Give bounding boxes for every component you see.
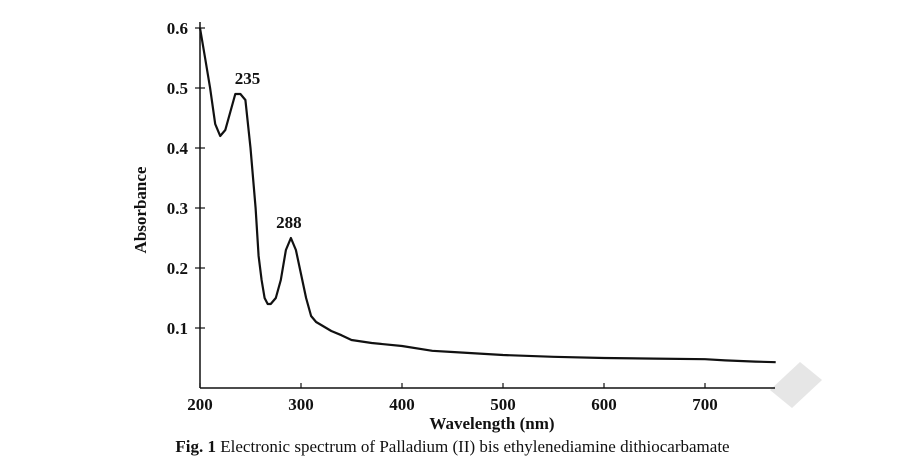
watermark-shape [770, 362, 822, 408]
peak-label: 288 [276, 213, 302, 232]
caption-label: Fig. 1 [175, 437, 216, 456]
series-line [198, 27, 776, 364]
ticks: 0.1 0.2 0.3 0.4 0.5 0.6 200 300 400 500 600 700 [167, 19, 718, 414]
caption-text: Electronic spectrum of Palladium (II) bi… [216, 437, 730, 456]
x-tick-label: 700 [692, 395, 718, 414]
peak-label: 235 [235, 69, 261, 88]
y-tick-label: 0.5 [167, 79, 188, 98]
figure-caption: Fig. 1 Electronic spectrum of Palladium … [0, 437, 905, 457]
y-tick-label: 0.3 [167, 199, 188, 218]
annotations: 235 288 [235, 69, 302, 232]
x-tick-label: 200 [187, 395, 213, 414]
x-tick-label: 600 [591, 395, 617, 414]
y-tick-label: 0.1 [167, 319, 188, 338]
y-tick-label: 0.2 [167, 259, 188, 278]
y-tick-label: 0.4 [167, 139, 189, 158]
x-tick-label: 400 [389, 395, 415, 414]
series-group [198, 27, 776, 364]
x-tick-label: 500 [490, 395, 516, 414]
y-tick-label: 0.6 [167, 19, 188, 38]
axes [199, 22, 775, 389]
x-tick-label: 300 [288, 395, 314, 414]
x-axis-title: Wavelength (nm) [429, 414, 554, 433]
y-axis-title: Absorbance [131, 166, 150, 253]
